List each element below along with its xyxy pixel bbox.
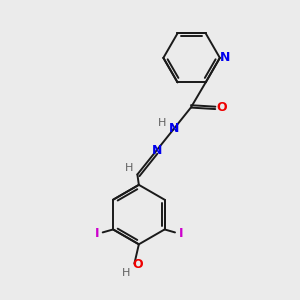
Text: O: O [132, 258, 143, 271]
Text: O: O [217, 101, 227, 114]
Text: N: N [169, 122, 180, 135]
Text: I: I [179, 226, 183, 239]
Text: I: I [94, 226, 99, 239]
Text: H: H [125, 163, 133, 173]
Text: N: N [220, 51, 230, 64]
Text: N: N [152, 144, 162, 157]
Text: H: H [158, 118, 166, 128]
Text: H: H [122, 268, 130, 278]
